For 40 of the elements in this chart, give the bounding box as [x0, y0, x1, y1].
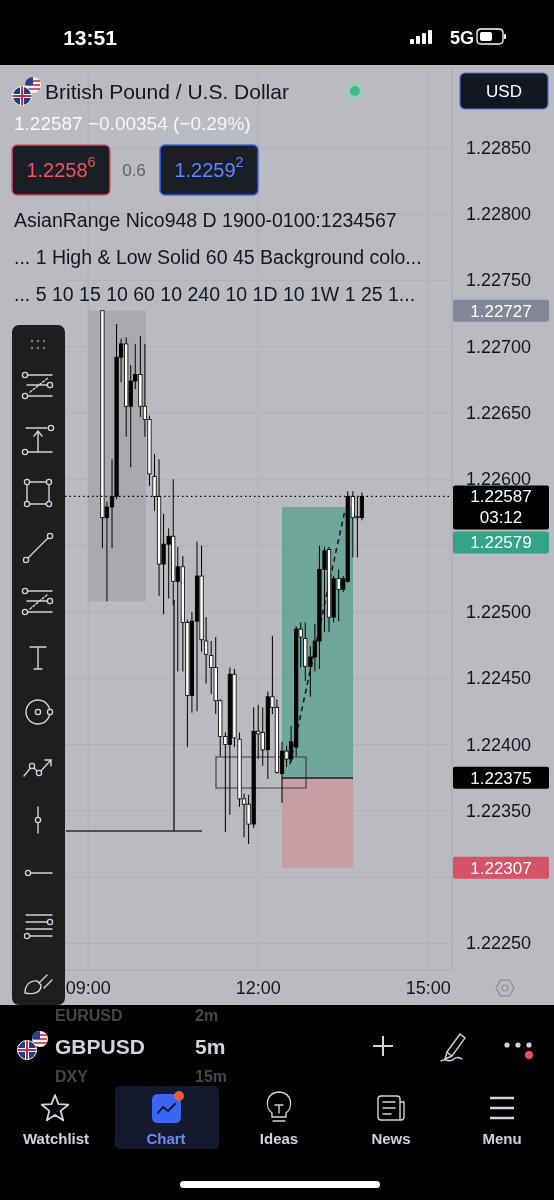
text: News: [371, 1129, 411, 1147]
annotation: 1.2258$^{6}$: [26, 154, 96, 181]
text: 1.22587 −0.00354 (−0.29%): [14, 112, 251, 134]
x-tick-label: 15:00: [405, 978, 451, 998]
text: DXY: [55, 1067, 89, 1085]
annotation: AsianRange Nico948 D 1900-0100:1234567: [14, 209, 397, 231]
text: Watchlist: [22, 1129, 90, 1147]
x-tick-label: 12:00: [235, 978, 281, 998]
text: 1.22579: [470, 532, 532, 552]
y-tick-label: 1.22500: [466, 601, 532, 622]
y-tick-label: 1.22800: [466, 203, 532, 224]
text: 1.22727: [470, 301, 532, 321]
text: British Pound / U.S. Dollar: [45, 79, 289, 103]
y-tick-label: 1.22250: [466, 933, 532, 954]
text: 5m: [195, 1034, 226, 1058]
annotation: 1.2259$^{2}$: [174, 154, 244, 181]
text: Menu: [482, 1129, 522, 1147]
text: USD: [486, 81, 522, 101]
y-tick-label: 1.22400: [466, 734, 532, 755]
text: 13:51: [63, 25, 118, 49]
text: Chart: [146, 1129, 186, 1147]
y-tick-label: 1.22650: [466, 402, 532, 423]
text: 1.22307: [470, 858, 532, 878]
y-tick-label: 1.22450: [466, 668, 532, 689]
text: Ideas: [259, 1129, 299, 1147]
text: GBPUSD: [55, 1034, 145, 1058]
y-tick-label: 1.22850: [466, 137, 532, 158]
text: 1.22375: [470, 768, 532, 788]
text: 2m: [195, 1006, 219, 1024]
y-tick-label: 1.22700: [466, 336, 532, 357]
text: 03:12: [479, 507, 523, 527]
annotation: ... 5 10 15 10 60 10 240 10 1D 10 1W 1 25 1...: [14, 283, 416, 305]
text: 5G: [450, 28, 475, 48]
text: 15m: [195, 1067, 228, 1085]
x-tick-label: 09:00: [65, 978, 111, 998]
annotation: ... 1 High & Low Solid 60 45 Background colo...: [14, 246, 422, 268]
y-tick-label: 1.22350: [466, 800, 532, 821]
text: EURUSD: [55, 1006, 123, 1024]
y-tick-label: 1.22750: [466, 270, 532, 291]
annotation: 0.6: [122, 160, 146, 180]
